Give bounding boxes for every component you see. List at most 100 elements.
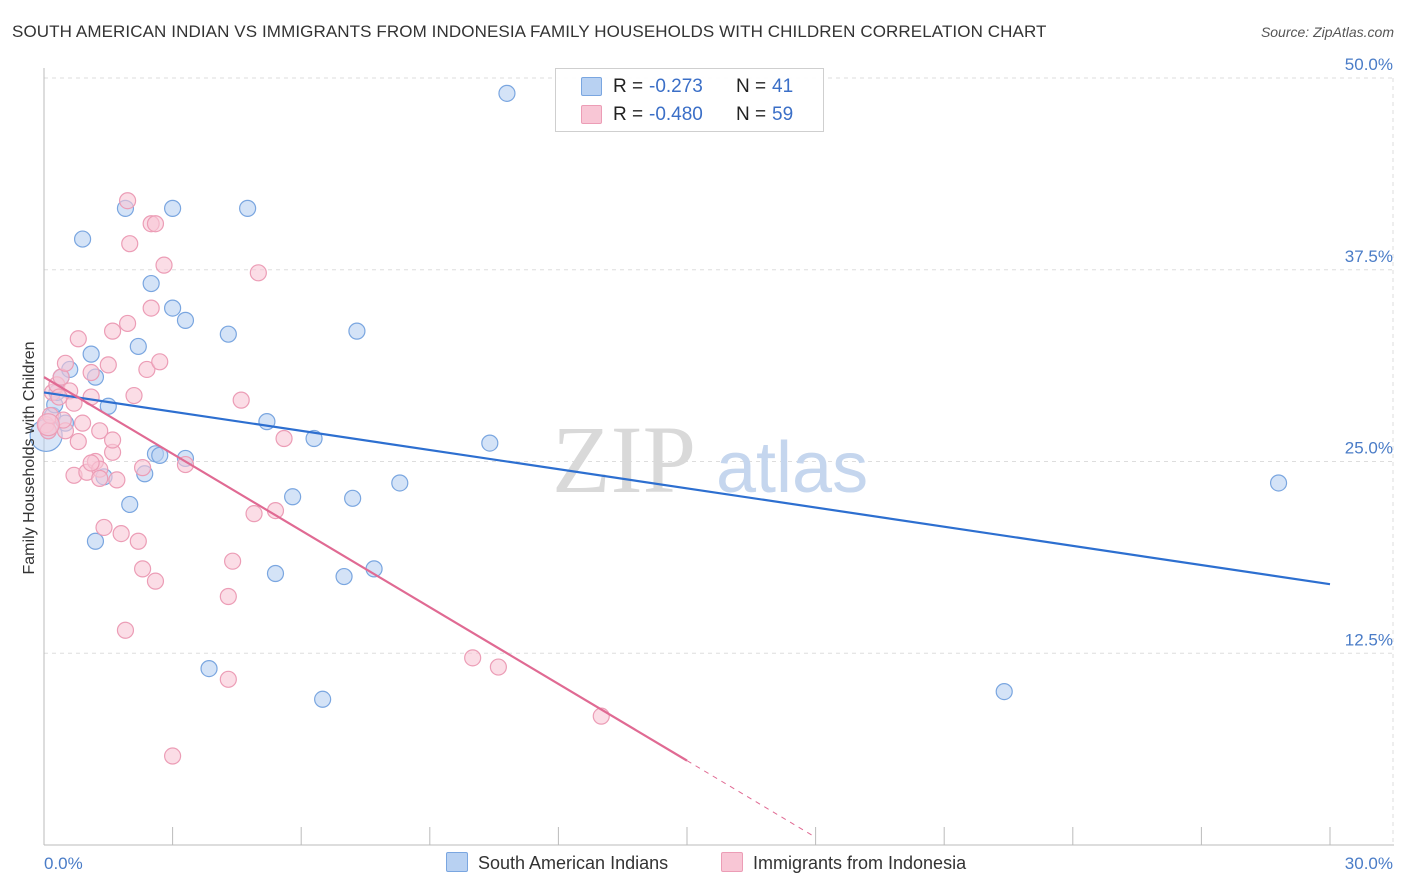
x-tick-label: 0.0% (44, 854, 83, 873)
point-south-american-indians[interactable] (348, 322, 366, 340)
point-immigrants-from-indonesia[interactable] (69, 330, 87, 348)
chart-title: SOUTH AMERICAN INDIAN VS IMMIGRANTS FROM… (12, 22, 1047, 41)
point-immigrants-from-indonesia[interactable] (489, 658, 507, 676)
point-immigrants-from-indonesia[interactable] (245, 505, 263, 523)
source-label: Source: ZipAtlas.com (1260, 24, 1394, 40)
point-immigrants-from-indonesia[interactable] (275, 429, 293, 448)
legend-swatch-blue (581, 77, 602, 96)
point-south-american-indians[interactable] (219, 325, 237, 343)
point-south-american-indians[interactable] (239, 199, 257, 217)
point-immigrants-from-indonesia[interactable] (50, 388, 68, 406)
point-immigrants-from-indonesia[interactable] (224, 552, 242, 570)
legend-swatch-pink (581, 105, 602, 124)
trend-line-immigrants-from-indonesia (43, 376, 688, 762)
point-south-american-indians[interactable] (391, 474, 409, 492)
point-south-american-indians[interactable] (481, 434, 499, 452)
point-immigrants-from-indonesia[interactable] (176, 455, 195, 474)
point-south-american-indians[interactable] (335, 567, 353, 586)
point-immigrants-from-indonesia[interactable] (164, 747, 182, 765)
series-immigrants-from-indonesia (36, 192, 610, 765)
point-immigrants-from-indonesia[interactable] (73, 414, 92, 432)
legend-n-label: N = (736, 76, 767, 97)
point-immigrants-from-indonesia[interactable] (155, 256, 173, 274)
legend-r-value: -0.480 (649, 104, 703, 125)
legend-item-south-american-indians[interactable]: South American Indians (446, 852, 668, 874)
point-south-american-indians[interactable] (995, 682, 1013, 701)
point-south-american-indians[interactable] (284, 488, 302, 506)
point-immigrants-from-indonesia[interactable] (138, 360, 156, 379)
legend-n-value: 41 (772, 76, 794, 97)
point-immigrants-from-indonesia[interactable] (103, 431, 122, 449)
trend-line-south-american-indians (43, 391, 1331, 586)
point-immigrants-from-indonesia[interactable] (146, 215, 165, 233)
point-south-american-indians[interactable] (129, 337, 147, 356)
legend-n-value: 59 (772, 104, 794, 125)
series-legend: South American Indians Immigrants from I… (0, 852, 1406, 878)
point-south-american-indians[interactable] (200, 659, 218, 678)
point-immigrants-from-indonesia[interactable] (129, 532, 147, 550)
point-immigrants-from-indonesia[interactable] (103, 322, 122, 340)
point-south-american-indians[interactable] (73, 230, 92, 248)
point-immigrants-from-indonesia[interactable] (133, 560, 152, 578)
point-immigrants-from-indonesia[interactable] (91, 469, 109, 487)
point-immigrants-from-indonesia[interactable] (142, 299, 160, 317)
y-tick-label: 25.0% (1345, 439, 1393, 458)
point-south-american-indians[interactable] (86, 532, 105, 550)
legend-row-blue: R = -0.273 N = 41 (556, 73, 823, 99)
point-immigrants-from-indonesia[interactable] (121, 235, 139, 253)
legend-r-value: -0.273 (649, 76, 703, 97)
point-immigrants-from-indonesia[interactable] (69, 432, 87, 451)
legend-swatch-blue (446, 852, 468, 872)
point-immigrants-from-indonesia[interactable] (219, 670, 237, 688)
correlation-legend: R = -0.273 N = 41 R = -0.480 N = 59 (555, 68, 824, 132)
watermark-atlas: atlas (716, 428, 868, 508)
point-immigrants-from-indonesia[interactable] (116, 621, 135, 639)
point-immigrants-from-indonesia[interactable] (118, 314, 137, 333)
legend-item-immigrants-from-indonesia[interactable]: Immigrants from Indonesia (721, 852, 966, 874)
point-south-american-indians[interactable] (142, 274, 160, 293)
tick-labels: 12.5% 25.0% 37.5% 50.0% 0.0% 30.0% (44, 55, 1393, 873)
point-immigrants-from-indonesia[interactable] (133, 459, 152, 477)
x-tick-label: 30.0% (1345, 854, 1393, 873)
trend-line-extension (686, 760, 816, 838)
point-immigrants-from-indonesia[interactable] (82, 454, 100, 472)
point-south-american-indians[interactable] (498, 84, 516, 102)
point-immigrants-from-indonesia[interactable] (146, 572, 165, 590)
legend-label-immigrants-from-indonesia: Immigrants from Indonesia (753, 853, 967, 873)
point-south-american-indians[interactable] (305, 429, 323, 448)
legend-r-label: R = (613, 104, 644, 125)
y-tick-label: 12.5% (1345, 630, 1393, 649)
point-immigrants-from-indonesia[interactable] (99, 356, 117, 374)
point-south-american-indians[interactable] (344, 489, 362, 507)
point-south-american-indians[interactable] (121, 495, 139, 514)
legend-n-label: N = (736, 104, 767, 125)
point-immigrants-from-indonesia[interactable] (118, 192, 137, 210)
y-tick-label: 37.5% (1345, 247, 1393, 266)
watermark-zip: ZIP (552, 406, 696, 513)
point-immigrants-from-indonesia[interactable] (95, 518, 113, 537)
point-immigrants-from-indonesia[interactable] (151, 353, 169, 371)
point-south-american-indians[interactable] (164, 199, 182, 217)
point-immigrants-from-indonesia[interactable] (125, 386, 143, 405)
point-immigrants-from-indonesia[interactable] (82, 363, 100, 382)
point-cluster-pink[interactable] (36, 413, 60, 437)
point-south-american-indians[interactable] (314, 690, 332, 708)
point-south-american-indians[interactable] (176, 311, 195, 329)
watermark: ZIP atlas (552, 406, 868, 513)
point-immigrants-from-indonesia[interactable] (249, 264, 267, 282)
point-immigrants-from-indonesia[interactable] (219, 587, 237, 606)
axes (43, 68, 1394, 846)
point-immigrants-from-indonesia[interactable] (108, 471, 126, 489)
point-south-american-indians[interactable] (266, 564, 285, 583)
point-south-american-indians[interactable] (164, 299, 182, 317)
point-immigrants-from-indonesia[interactable] (464, 649, 482, 667)
legend-row-pink: R = -0.480 N = 59 (556, 101, 823, 127)
y-tick-label: 50.0% (1345, 55, 1393, 74)
y-axis-label: Family Households with Children (21, 342, 38, 575)
point-south-american-indians[interactable] (1269, 474, 1288, 492)
point-south-american-indians[interactable] (82, 345, 100, 363)
point-immigrants-from-indonesia[interactable] (56, 354, 75, 372)
point-immigrants-from-indonesia[interactable] (112, 524, 130, 543)
point-immigrants-from-indonesia[interactable] (232, 391, 250, 409)
point-immigrants-from-indonesia[interactable] (91, 422, 109, 440)
